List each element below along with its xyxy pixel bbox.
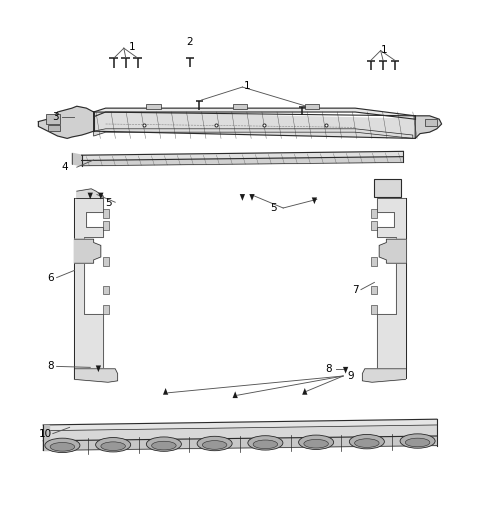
Text: 6: 6	[47, 272, 54, 283]
Bar	[425, 119, 437, 126]
Polygon shape	[94, 112, 415, 138]
Polygon shape	[38, 106, 94, 138]
Bar	[371, 257, 377, 266]
Polygon shape	[43, 425, 49, 451]
Ellipse shape	[96, 438, 131, 452]
Bar	[371, 286, 377, 294]
Polygon shape	[43, 425, 437, 441]
Polygon shape	[43, 436, 437, 451]
Bar	[233, 104, 247, 109]
Text: 3: 3	[52, 112, 59, 122]
Polygon shape	[362, 369, 406, 382]
Ellipse shape	[405, 438, 430, 447]
Bar	[103, 305, 109, 313]
Bar	[103, 221, 109, 229]
Bar	[371, 221, 377, 229]
Polygon shape	[74, 239, 101, 263]
Polygon shape	[415, 116, 442, 138]
Polygon shape	[240, 194, 245, 201]
FancyBboxPatch shape	[374, 179, 401, 198]
Text: 4: 4	[61, 162, 68, 172]
Ellipse shape	[152, 441, 176, 450]
Text: 8: 8	[47, 361, 54, 371]
Bar	[103, 257, 109, 266]
Polygon shape	[94, 129, 413, 138]
Polygon shape	[74, 369, 118, 382]
Ellipse shape	[248, 436, 283, 450]
Polygon shape	[94, 108, 415, 119]
Polygon shape	[77, 189, 103, 198]
Polygon shape	[302, 388, 307, 395]
Polygon shape	[312, 198, 317, 204]
Ellipse shape	[304, 439, 328, 448]
Ellipse shape	[203, 441, 227, 449]
Polygon shape	[74, 198, 103, 369]
Bar	[103, 209, 109, 218]
Text: 1: 1	[381, 45, 387, 55]
Text: 5: 5	[270, 203, 277, 213]
Ellipse shape	[355, 439, 379, 447]
Ellipse shape	[101, 442, 125, 451]
Text: 8: 8	[325, 364, 332, 374]
Text: 7: 7	[352, 285, 359, 294]
Ellipse shape	[253, 440, 277, 449]
Polygon shape	[250, 194, 254, 201]
Ellipse shape	[45, 438, 80, 453]
Bar	[371, 209, 377, 218]
Text: 1: 1	[244, 80, 251, 91]
Text: 2: 2	[186, 37, 193, 48]
Ellipse shape	[146, 437, 181, 452]
Polygon shape	[232, 391, 238, 398]
Bar	[103, 286, 109, 294]
Text: 9: 9	[347, 371, 354, 381]
Bar	[305, 104, 319, 109]
Bar	[48, 125, 60, 131]
Polygon shape	[379, 239, 406, 263]
Polygon shape	[377, 198, 406, 369]
Polygon shape	[343, 367, 348, 374]
Ellipse shape	[197, 436, 232, 451]
Ellipse shape	[299, 435, 334, 450]
Bar	[146, 104, 161, 109]
Polygon shape	[82, 152, 403, 160]
Ellipse shape	[400, 434, 435, 448]
Text: 5: 5	[105, 198, 111, 208]
Polygon shape	[43, 419, 437, 431]
Text: 1: 1	[129, 42, 135, 52]
Bar	[46, 114, 60, 124]
Bar	[371, 305, 377, 313]
Ellipse shape	[50, 442, 75, 451]
Polygon shape	[163, 388, 168, 395]
Polygon shape	[72, 153, 82, 166]
Text: 10: 10	[39, 429, 52, 439]
Polygon shape	[82, 157, 403, 166]
Polygon shape	[96, 366, 101, 372]
Polygon shape	[87, 193, 93, 199]
Ellipse shape	[349, 435, 384, 449]
Polygon shape	[98, 193, 104, 199]
